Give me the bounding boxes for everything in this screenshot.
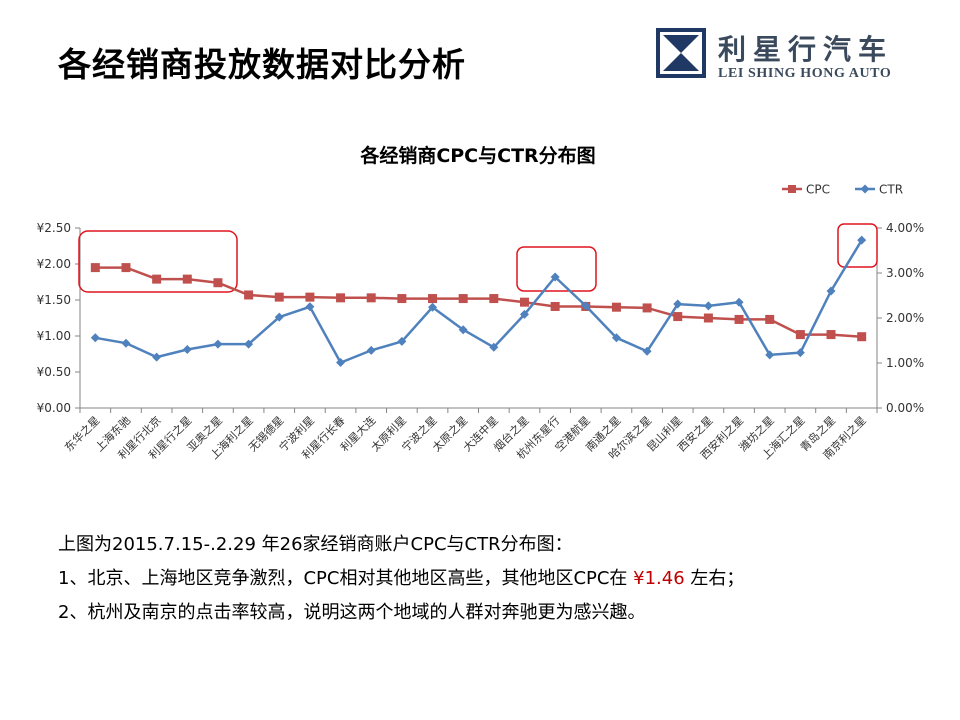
left-axis-tick-label: ¥2.00 [37, 257, 71, 271]
ctr-point [611, 333, 621, 343]
cpc-point [765, 314, 775, 324]
cpc-point [244, 290, 254, 300]
highlight-box-beijing-shanghai [78, 230, 238, 293]
ctr-point [642, 346, 652, 356]
cpc-series-line [95, 266, 862, 338]
logo-chinese-name: 利星行汽车 [718, 33, 894, 66]
note-line-2-text: 1、北京、上海地区竞争激烈，CPC相对其他地区高些，其他地区CPC在 [58, 568, 634, 589]
logo-english-name: LEI SHING HONG AUTO [718, 66, 892, 81]
left-axis-tick-label: ¥0.50 [37, 365, 71, 379]
highlight-box-nanjing [837, 223, 878, 268]
note-line-2-tail: 左右； [684, 568, 745, 589]
ctr-point [90, 333, 100, 343]
hourglass-logo-icon [656, 28, 706, 78]
cpc-point [489, 294, 499, 304]
ctr-point [152, 352, 162, 362]
right-axis-tick-label: 4.00% [886, 221, 924, 235]
ctr-point [213, 339, 223, 349]
cpc-point [397, 294, 407, 304]
ctr-point [336, 358, 346, 368]
ctr-point [673, 299, 683, 309]
cpc-point [121, 263, 131, 273]
note-line-3: 2、杭州及南京的点击率较高，说明这两个地域的人群对奔驰更为感兴趣。 [58, 602, 646, 623]
legend-ctr-label: CTR [879, 183, 903, 197]
cpc-point [336, 293, 346, 303]
right-axis-tick-label: 3.00% [886, 266, 924, 280]
ctr-point [765, 350, 775, 360]
cpc-point [826, 330, 836, 340]
cpc-point [703, 313, 713, 323]
ctr-point [857, 235, 867, 245]
ctr-point [826, 286, 836, 296]
ctr-point [550, 272, 560, 282]
note-line-2: 1、北京、上海地区竞争激烈，CPC相对其他地区高些，其他地区CPC在 ¥1.46… [58, 562, 744, 596]
ctr-point [795, 348, 805, 358]
ctr-point [458, 325, 468, 335]
left-axis-tick-label: ¥2.50 [37, 221, 71, 235]
company-logo: 利星行汽车 LEI SHING HONG AUTO [656, 28, 926, 84]
legend-ctr-marker [860, 184, 870, 194]
cpc-point [857, 332, 867, 342]
ctr-point [244, 339, 254, 349]
note-line-1: 上图为2015.7.15-.2.29 年26家经销商账户CPC与CTR分布图： [58, 534, 573, 555]
ctr-point [489, 342, 499, 352]
cpc-point [519, 297, 529, 307]
cpc-highlight-value: ¥1.46 [633, 568, 685, 589]
left-axis-tick-label: ¥0.00 [37, 401, 71, 415]
ctr-point [305, 302, 315, 312]
cpc-point [550, 301, 560, 311]
cpc-point [366, 293, 376, 303]
ctr-point [182, 345, 192, 354]
legend-cpc-label: CPC [806, 183, 830, 197]
slide-title: 各经销商投放数据对比分析 [58, 45, 466, 84]
cpc-point [305, 292, 315, 302]
left-axis-tick-label: ¥1.00 [37, 329, 71, 343]
right-axis-tick-label: 0.00% [886, 401, 924, 415]
notes: 上图为2015.7.15-.2.29 年26家经销商账户CPC与CTR分布图： … [58, 528, 744, 630]
cpc-point [734, 314, 744, 324]
cpc-point [458, 294, 468, 304]
ctr-point [366, 345, 376, 355]
left-axis-tick-label: ¥1.50 [37, 293, 71, 307]
ctr-point [734, 297, 744, 307]
ctr-point [428, 302, 438, 312]
cpc-point [213, 278, 223, 288]
ctr-series-line [95, 239, 863, 364]
ctr-point [397, 336, 407, 346]
cpc-point [673, 312, 683, 322]
cpc-point [611, 302, 621, 312]
cpc-point [428, 294, 438, 304]
ctr-point [519, 309, 529, 319]
cpc-ctr-chart: 各经销商CPC与CTR分布图 ¥0.00 ¥0.50 ¥1.00 ¥1.50 ¥2.00… [37, 144, 924, 462]
legend-cpc-marker [788, 185, 796, 193]
ctr-point [703, 301, 713, 311]
right-axis-tick-label: 2.00% [886, 311, 924, 325]
cpc-point [795, 330, 805, 340]
chart-title: 各经销商CPC与CTR分布图 [359, 144, 595, 167]
ctr-point [581, 301, 591, 311]
highlight-box-hangzhou [516, 246, 597, 292]
cpc-point [274, 292, 284, 302]
cpc-point [90, 263, 100, 273]
cpc-point [642, 303, 652, 313]
ctr-point [274, 312, 284, 322]
cpc-point [182, 274, 192, 284]
ctr-point [121, 338, 131, 348]
cpc-point [152, 274, 162, 284]
right-axis-tick-label: 1.00% [886, 356, 924, 370]
